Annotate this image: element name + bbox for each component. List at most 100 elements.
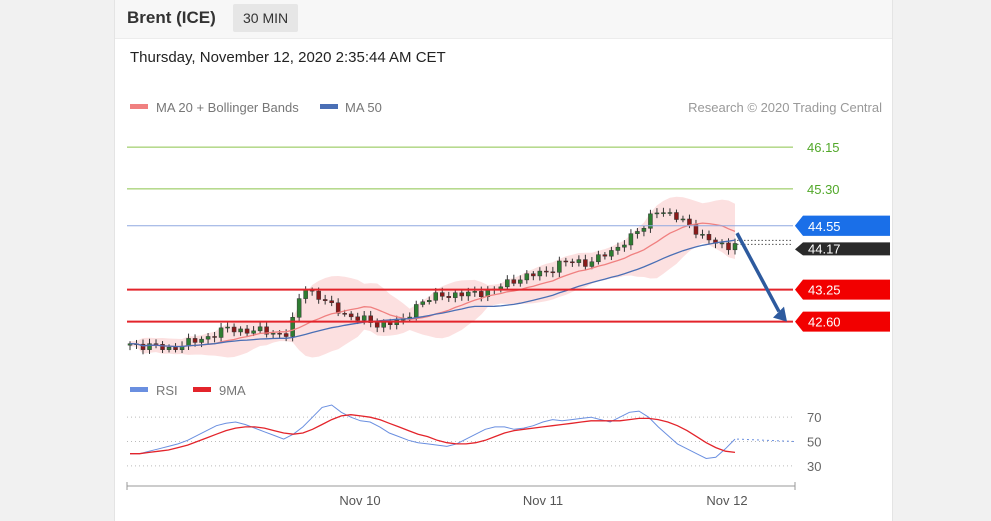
ma20-legend-swatch <box>130 104 148 109</box>
rsi-legend-swatch <box>130 387 148 392</box>
candle <box>583 254 588 270</box>
candle <box>368 310 373 328</box>
candle <box>212 331 217 343</box>
last-price-label: 44.17 <box>808 241 841 256</box>
candle-body <box>531 273 536 277</box>
candle <box>732 238 738 255</box>
timeframe-badge[interactable]: 30 MIN <box>233 4 299 32</box>
candle <box>160 341 165 354</box>
rsi-tick-label: 30 <box>807 459 821 474</box>
candle-body <box>453 292 458 298</box>
rsi-legend-label: RSI <box>156 383 178 398</box>
candle <box>674 209 679 223</box>
candle <box>257 321 263 334</box>
candle-body <box>511 279 517 284</box>
candle-body <box>667 212 673 214</box>
candle-body <box>225 326 230 329</box>
ma50-legend-label: MA 50 <box>345 100 382 115</box>
candle <box>550 266 556 278</box>
candle <box>524 270 530 284</box>
candle <box>453 289 458 303</box>
candle <box>511 274 517 287</box>
candle-body <box>615 246 621 251</box>
level-tag <box>795 279 890 300</box>
pivot-label: 44.55 <box>808 219 841 234</box>
candle-body <box>524 273 530 281</box>
x-tick-label: Nov 10 <box>339 493 380 508</box>
candle <box>218 322 224 343</box>
candle-body <box>420 301 425 305</box>
candle-body <box>335 302 341 314</box>
candle <box>641 225 647 237</box>
candle-body <box>257 326 263 332</box>
x-tick-label: Nov 12 <box>706 493 747 508</box>
rsi-projection <box>736 438 796 442</box>
candle-body <box>459 292 465 297</box>
candle-body <box>322 299 328 301</box>
rsi-ma-legend-swatch <box>193 387 211 392</box>
candle <box>518 275 523 287</box>
candle <box>680 215 686 223</box>
forecast-arrowhead <box>773 306 787 322</box>
forecast-arrow <box>735 232 781 313</box>
candle <box>192 334 198 347</box>
candle-body <box>283 333 289 337</box>
candle-body <box>479 291 484 298</box>
candle-body <box>472 291 478 293</box>
candle <box>557 256 562 278</box>
candle <box>635 227 640 239</box>
candle-body <box>413 304 419 318</box>
candle <box>628 229 634 250</box>
candle-body <box>160 344 165 350</box>
candle <box>225 322 230 333</box>
candle-body <box>303 289 308 299</box>
candle-body <box>628 233 634 246</box>
candle-body <box>355 316 360 321</box>
candle-body <box>316 290 321 300</box>
candle <box>589 257 595 270</box>
candle <box>596 250 601 265</box>
price-panel <box>127 196 738 358</box>
candle <box>667 208 673 216</box>
rsi-tick-label: 70 <box>807 410 821 425</box>
candle <box>290 312 295 342</box>
last-price-tag <box>795 242 890 256</box>
candle-body <box>244 328 250 334</box>
candle-body <box>576 259 582 263</box>
candle-body <box>374 322 380 328</box>
candle-body <box>544 270 549 273</box>
candle <box>238 326 243 336</box>
credit-text: Research © 2020 Trading Central <box>688 100 882 115</box>
candle-body <box>693 224 699 235</box>
candle-body <box>505 279 510 288</box>
level-label: 42.60 <box>808 315 841 330</box>
candle <box>537 267 543 281</box>
candle-body <box>433 292 439 301</box>
candle <box>472 286 478 297</box>
rsi-tick-label: 50 <box>807 435 821 450</box>
candle <box>570 258 575 267</box>
candle-body <box>329 300 334 304</box>
rsi-ma-line <box>130 414 736 455</box>
candle-body <box>648 213 653 229</box>
chart-header: Brent (ICE) 30 MIN <box>115 0 892 39</box>
candle-body <box>147 343 152 350</box>
chart-datetime: Thursday, November 12, 2020 2:35:44 AM C… <box>130 49 446 66</box>
candle <box>654 208 660 219</box>
candle <box>531 271 536 281</box>
candle-body <box>641 228 647 232</box>
candle-body <box>251 330 256 334</box>
candle-body <box>732 243 738 251</box>
candle-body <box>342 313 347 315</box>
level-label: 45.30 <box>807 182 840 197</box>
candle <box>700 229 705 239</box>
candle-body <box>231 326 237 333</box>
candle <box>420 299 425 308</box>
candle-body <box>596 254 601 263</box>
candle <box>544 266 549 277</box>
candle-body <box>687 218 692 226</box>
candle <box>661 207 666 217</box>
candle-body <box>212 336 217 338</box>
candle-body <box>368 315 373 323</box>
